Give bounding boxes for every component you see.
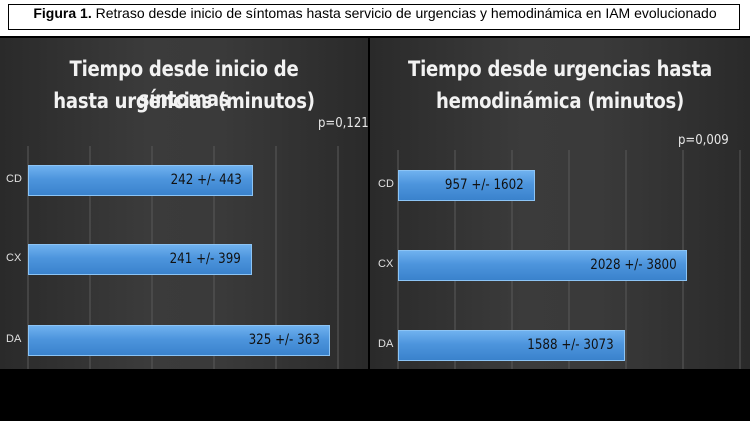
- chart-panel-right: Tiempo desde urgencias hasta hemodinámic…: [370, 38, 750, 369]
- chart-title-right-line1: Tiempo desde urgencias hasta: [408, 57, 712, 81]
- caption-text-line: Figura 1. Retraso desde inicio de síntom…: [0, 5, 750, 21]
- figure-caption: Figura 1. Retraso desde inicio de síntom…: [0, 0, 750, 36]
- category-label: CD: [378, 178, 394, 190]
- caption-frame: [8, 4, 740, 30]
- bar-data-label: 957 +/- 1602: [444, 177, 524, 193]
- category-label: DA: [378, 338, 394, 350]
- bar: 242 +/- 443: [28, 165, 254, 196]
- category-label: DA: [6, 333, 22, 345]
- bar: 325 +/- 363: [28, 325, 331, 356]
- footer-band: [0, 369, 750, 421]
- category-label: CX: [6, 252, 22, 264]
- chart-panel-left: Tiempo desde inicio de síntomas hasta ur…: [0, 38, 368, 369]
- bar: 2028 +/- 3800: [398, 250, 688, 281]
- chart-title-right-line2: hemodinámica (minutos): [435, 89, 685, 113]
- chart-title-left-line2: hasta urgencias (minutos): [53, 89, 315, 113]
- bar-data-label: 1588 +/- 3073: [527, 337, 614, 353]
- bar: 1588 +/- 3073: [398, 330, 625, 361]
- bar-data-label: 241 +/- 399: [169, 251, 242, 267]
- bar-data-label: 325 +/- 363: [248, 332, 320, 348]
- p-value-left: p=0,121: [318, 116, 368, 131]
- category-label: CX: [378, 258, 394, 270]
- caption-label: Figura 1.: [33, 5, 92, 21]
- chart-title-left-line1: Tiempo desde inicio de síntomas: [69, 57, 299, 111]
- caption-text: Retraso desde inicio de síntomas hasta s…: [95, 5, 717, 21]
- bar: 957 +/- 1602: [398, 170, 535, 201]
- bar: 241 +/- 399: [28, 244, 253, 275]
- category-label: CD: [6, 173, 22, 185]
- bar-data-label: 242 +/- 443: [170, 172, 243, 188]
- p-value-right: p=0,009: [678, 133, 729, 148]
- bar-data-label: 2028 +/- 3800: [590, 257, 677, 273]
